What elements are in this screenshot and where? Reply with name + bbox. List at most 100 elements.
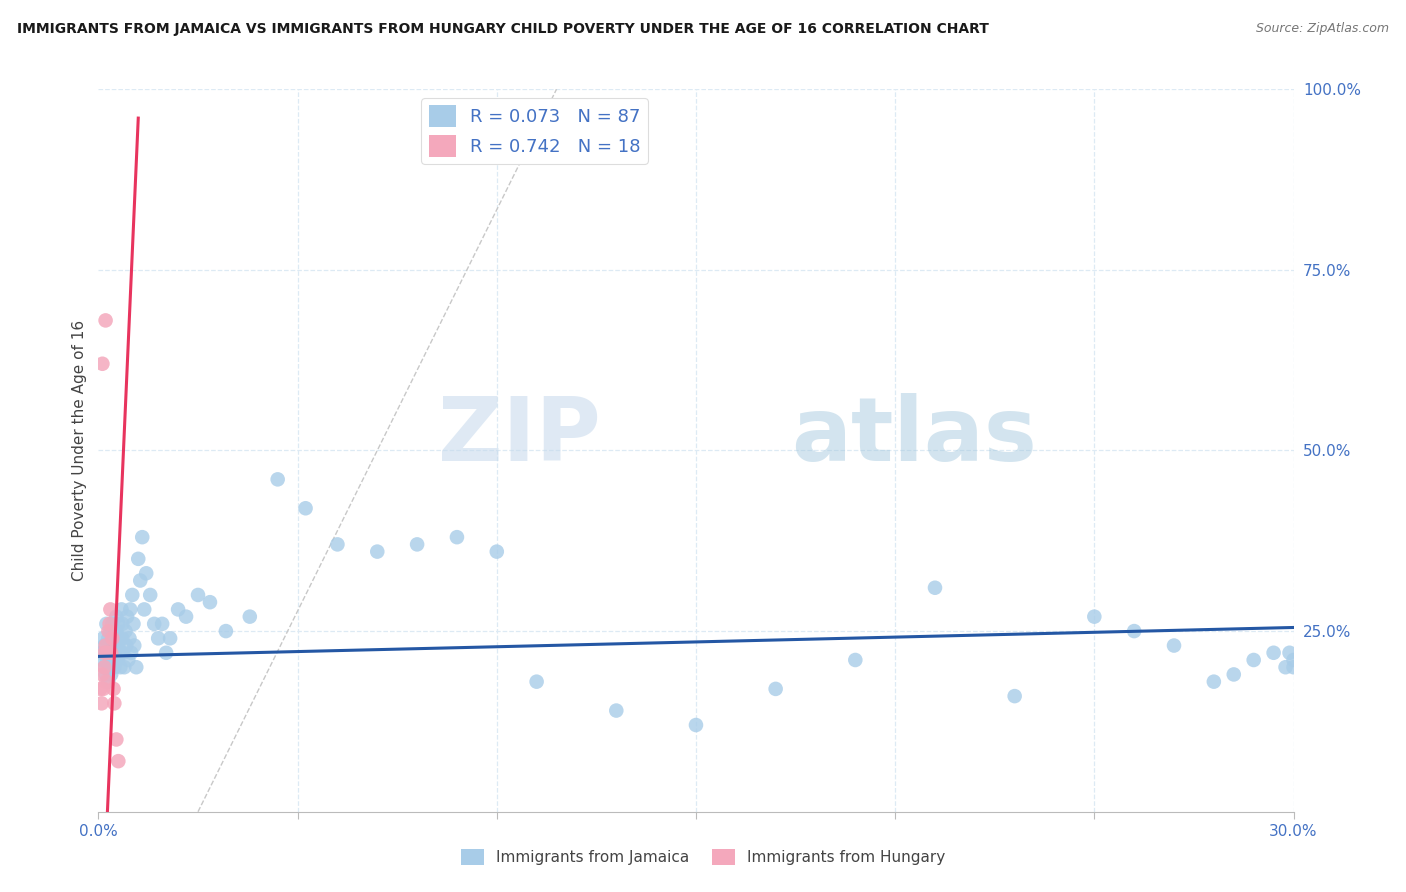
Point [1282,653,1305,667]
Point [103,653,125,667]
Point [101,616,124,631]
Point [97,624,120,639]
Point [103,632,125,646]
Text: IMMIGRANTS FROM JAMAICA VS IMMIGRANTS FROM HUNGARY CHILD POVERTY UNDER THE AGE O: IMMIGRANTS FROM JAMAICA VS IMMIGRANTS FR… [17,22,988,37]
Point [1163,639,1185,653]
Point [96,646,118,660]
Point [131,530,153,544]
Point [167,602,190,616]
Point [105,609,128,624]
Point [406,537,429,551]
Point [446,530,468,544]
Y-axis label: Child Poverty Under the Age of 16: Child Poverty Under the Age of 16 [72,320,87,581]
Point [93,646,115,660]
Point [98,660,121,674]
Point [115,639,138,653]
Text: ZIP: ZIP [437,392,600,480]
Point [187,588,209,602]
Point [96,616,118,631]
Point [1083,609,1105,624]
Point [326,537,349,551]
Point [1263,646,1285,660]
Point [294,501,316,516]
Point [129,574,152,588]
Point [155,646,177,660]
Point [120,646,142,660]
Point [366,544,388,558]
Point [134,602,156,616]
Point [91,357,114,371]
Point [765,681,787,696]
Point [844,653,866,667]
Point [91,667,114,681]
Point [110,646,132,660]
Point [1223,667,1246,681]
Point [114,624,136,639]
Point [89,681,111,696]
Point [685,718,707,732]
Point [103,681,125,696]
Point [107,616,129,631]
Point [98,602,122,616]
Point [96,674,118,689]
Point [91,653,114,667]
Legend: Immigrants from Jamaica, Immigrants from Hungary: Immigrants from Jamaica, Immigrants from… [454,843,952,871]
Text: atlas: atlas [792,392,1038,480]
Point [104,646,127,660]
Point [924,581,946,595]
Point [112,660,135,674]
Point [174,609,197,624]
Point [110,602,132,616]
Point [120,602,142,616]
Point [605,704,627,718]
Legend: R = 0.073   N = 87, R = 0.742   N = 18: R = 0.073 N = 87, R = 0.742 N = 18 [422,98,648,164]
Point [1243,653,1265,667]
Point [105,732,128,747]
Point [215,624,238,639]
Point [101,639,124,653]
Point [148,632,170,646]
Point [1004,689,1026,703]
Point [115,609,138,624]
Point [139,588,162,602]
Point [1123,624,1146,639]
Point [112,646,135,660]
Point [111,632,134,646]
Point [198,595,221,609]
Point [98,616,121,631]
Point [96,653,118,667]
Point [93,660,115,674]
Point [96,646,118,660]
Point [90,646,112,660]
Point [108,632,131,646]
Point [117,653,139,667]
Point [94,313,117,327]
Point [239,609,262,624]
Point [93,639,115,653]
Point [118,632,141,646]
Point [94,639,117,653]
Point [94,667,117,681]
Text: Source: ZipAtlas.com: Source: ZipAtlas.com [1256,22,1389,36]
Point [110,660,132,674]
Point [98,624,122,639]
Point [135,566,157,581]
Point [121,588,143,602]
Point [125,660,148,674]
Point [97,674,120,689]
Point [90,696,112,710]
Point [91,681,114,696]
Point [100,646,122,660]
Point [1282,660,1305,674]
Point [111,616,134,631]
Point [98,646,122,660]
Point [105,624,128,639]
Point [1202,674,1225,689]
Point [267,472,290,486]
Point [93,660,115,674]
Point [103,660,125,674]
Point [101,632,124,646]
Point [143,616,166,631]
Point [107,754,129,768]
Point [526,674,548,689]
